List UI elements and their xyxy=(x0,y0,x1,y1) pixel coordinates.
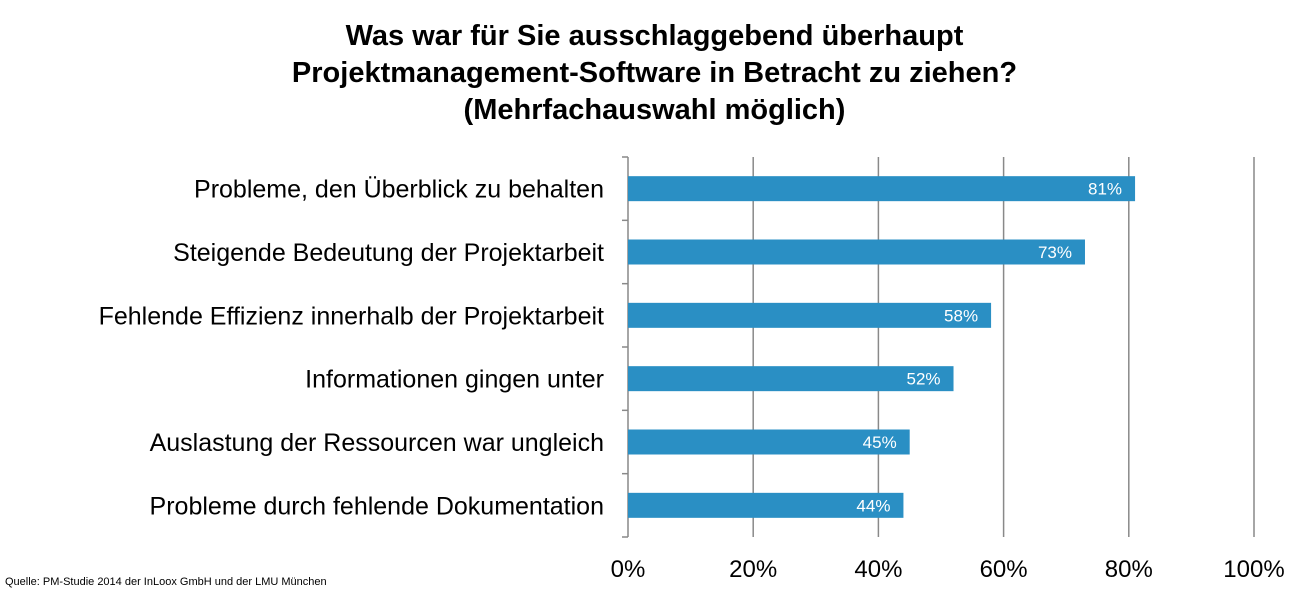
chart-title-line-1: Was war für Sie ausschlaggebend überhaup… xyxy=(345,20,964,52)
x-tick-label: 40% xyxy=(854,556,902,583)
category-label: Auslastung der Ressourcen war ungleich xyxy=(150,429,604,457)
category-label: Informationen gingen unter xyxy=(305,366,604,394)
data-label: 58% xyxy=(944,306,978,325)
source-note: Quelle: PM-Studie 2014 der InLoox GmbH u… xyxy=(5,576,327,588)
bar xyxy=(628,366,954,392)
bar xyxy=(628,492,904,518)
bar xyxy=(628,239,1085,265)
data-label: 45% xyxy=(863,433,897,452)
bar xyxy=(628,176,1136,202)
x-tick-label: 100% xyxy=(1223,556,1284,583)
x-tick-label: 60% xyxy=(980,556,1028,583)
chart-title-line-3: (Mehrfachauswahl möglich) xyxy=(463,94,846,126)
bar xyxy=(628,429,910,455)
x-tick-label: 80% xyxy=(1105,556,1153,583)
data-label: 81% xyxy=(1088,180,1122,199)
category-label: Probleme durch fehlende Dokumentation xyxy=(150,492,604,520)
chart-title-line-2: Projektmanagement-Software in Betracht z… xyxy=(291,57,1018,89)
bar xyxy=(628,302,992,328)
category-label: Probleme, den Überblick zu behalten xyxy=(194,176,604,204)
chart-title: Was war für Sie ausschlaggebend überhaup… xyxy=(0,18,1309,129)
x-tick-label: 0% xyxy=(611,556,646,583)
category-label: Steigende Bedeutung der Projektarbeit xyxy=(173,239,604,267)
x-tick-label: 20% xyxy=(729,556,777,583)
data-label: 52% xyxy=(906,370,940,389)
data-label: 44% xyxy=(856,496,890,515)
category-label: Fehlende Effizienz innerhalb der Projekt… xyxy=(99,302,604,330)
data-label: 73% xyxy=(1038,243,1072,262)
